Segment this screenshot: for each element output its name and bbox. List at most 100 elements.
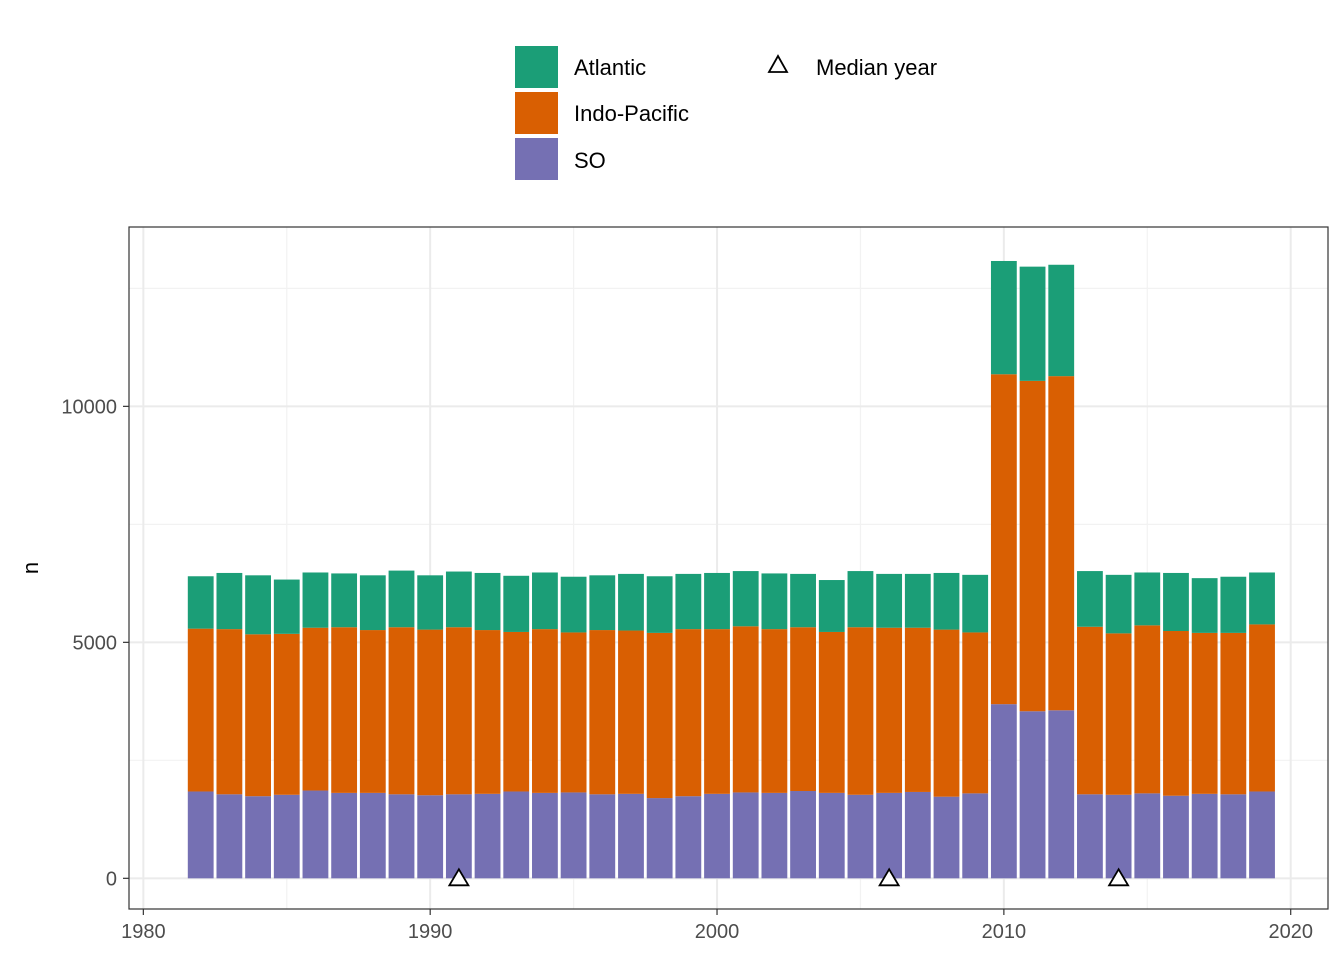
y-tick-label: 0 <box>106 868 117 890</box>
legend-label-median-year: Median year <box>816 55 937 80</box>
bar-atlantic <box>646 576 673 633</box>
bar-atlantic <box>990 260 1017 375</box>
bar-indo-pacific <box>1077 626 1103 795</box>
bar-so <box>187 791 214 879</box>
bar-indo-pacific <box>1134 625 1161 794</box>
bar-so <box>761 792 788 879</box>
bar-atlantic <box>1077 571 1103 627</box>
bar-indo-pacific <box>245 634 271 797</box>
bar-indo-pacific <box>1048 376 1075 711</box>
bar-indo-pacific <box>790 627 816 792</box>
bar-indo-pacific <box>187 628 214 792</box>
bar-indo-pacific <box>876 627 903 793</box>
bar-indo-pacific <box>331 627 358 793</box>
y-axis-title: n <box>18 562 43 574</box>
bar-atlantic <box>216 572 243 630</box>
bar-atlantic <box>273 579 300 634</box>
legend: Atlantic Indo-Pacific SO Median year <box>515 46 937 180</box>
bar-indo-pacific <box>1220 632 1247 795</box>
x-tick-label: 2000 <box>695 921 740 943</box>
bar-so <box>216 794 243 879</box>
y-tick-label: 5000 <box>73 632 118 654</box>
bar-indo-pacific <box>818 631 845 793</box>
bar-indo-pacific <box>589 630 616 795</box>
bar-so <box>589 794 616 879</box>
bar-so <box>1134 793 1161 879</box>
bar-indo-pacific <box>532 629 558 793</box>
bar-atlantic <box>1220 576 1247 633</box>
bar-so <box>904 791 931 879</box>
bar-so <box>704 793 730 879</box>
bar-indo-pacific <box>618 630 644 794</box>
bar-so <box>732 792 759 879</box>
bar-so <box>876 792 903 879</box>
bar-so <box>675 796 702 879</box>
bar-atlantic <box>589 575 616 631</box>
bar-atlantic <box>1105 574 1132 634</box>
legend-label-atlantic: Atlantic <box>574 55 646 80</box>
bar-indo-pacific <box>417 629 444 796</box>
bar-atlantic <box>474 572 501 631</box>
legend-key-so <box>515 138 558 180</box>
bar-indo-pacific <box>1249 624 1275 792</box>
bar-atlantic <box>560 576 587 633</box>
bar-atlantic <box>1019 266 1046 381</box>
bar-so <box>847 794 874 879</box>
bar-so <box>1048 710 1075 879</box>
bar-atlantic <box>245 575 271 635</box>
bar-so <box>474 793 501 879</box>
bar-indo-pacific <box>847 627 874 795</box>
bar-so <box>273 794 300 879</box>
bar-so <box>1249 791 1275 879</box>
median-year-markers <box>447 867 1130 887</box>
bar-indo-pacific <box>646 632 673 799</box>
bar-atlantic <box>532 572 558 630</box>
bar-so <box>245 796 271 879</box>
bar-atlantic <box>417 575 444 630</box>
bar-atlantic <box>445 571 472 628</box>
bar-atlantic <box>1249 572 1275 625</box>
bar-atlantic <box>704 572 730 630</box>
x-tick-label: 2020 <box>1268 921 1313 943</box>
bar-indo-pacific <box>675 629 702 797</box>
bar-atlantic <box>331 573 358 628</box>
bar-so <box>560 792 587 879</box>
bar-indo-pacific <box>474 630 501 794</box>
bar-atlantic <box>847 571 874 628</box>
bar-indo-pacific <box>761 629 788 793</box>
bar-indo-pacific <box>1163 631 1189 796</box>
bar-atlantic <box>503 575 530 632</box>
bar-atlantic <box>359 575 386 631</box>
bar-atlantic <box>876 573 903 628</box>
bars <box>187 260 1275 879</box>
bar-so <box>1077 794 1103 879</box>
bar-atlantic <box>962 574 989 633</box>
bar-atlantic <box>1163 572 1189 632</box>
bar-so <box>445 794 472 879</box>
bar-indo-pacific <box>273 633 300 795</box>
bar-atlantic <box>618 573 644 631</box>
bar-atlantic <box>732 571 759 627</box>
bar-atlantic <box>302 572 329 628</box>
bar-so <box>417 795 444 879</box>
bar-so <box>331 792 358 879</box>
x-tick-label: 1980 <box>121 921 166 943</box>
median-year-marker <box>447 867 470 887</box>
bar-indo-pacific <box>445 627 472 795</box>
bar-so <box>302 790 329 879</box>
bar-atlantic <box>790 573 816 628</box>
bar-atlantic <box>1191 578 1218 633</box>
bar-indo-pacific <box>1105 633 1132 795</box>
bar-indo-pacific <box>1191 632 1218 794</box>
bar-indo-pacific <box>933 629 960 797</box>
bar-indo-pacific <box>704 629 730 794</box>
median-year-marker <box>878 867 901 887</box>
bar-so <box>1163 795 1189 879</box>
bar-so <box>503 791 530 879</box>
bar-indo-pacific <box>503 631 530 792</box>
legend-key-atlantic <box>515 46 558 88</box>
bar-atlantic <box>675 573 702 630</box>
bar-indo-pacific <box>560 632 587 793</box>
legend-label-indo-pacific: Indo-Pacific <box>574 101 689 126</box>
